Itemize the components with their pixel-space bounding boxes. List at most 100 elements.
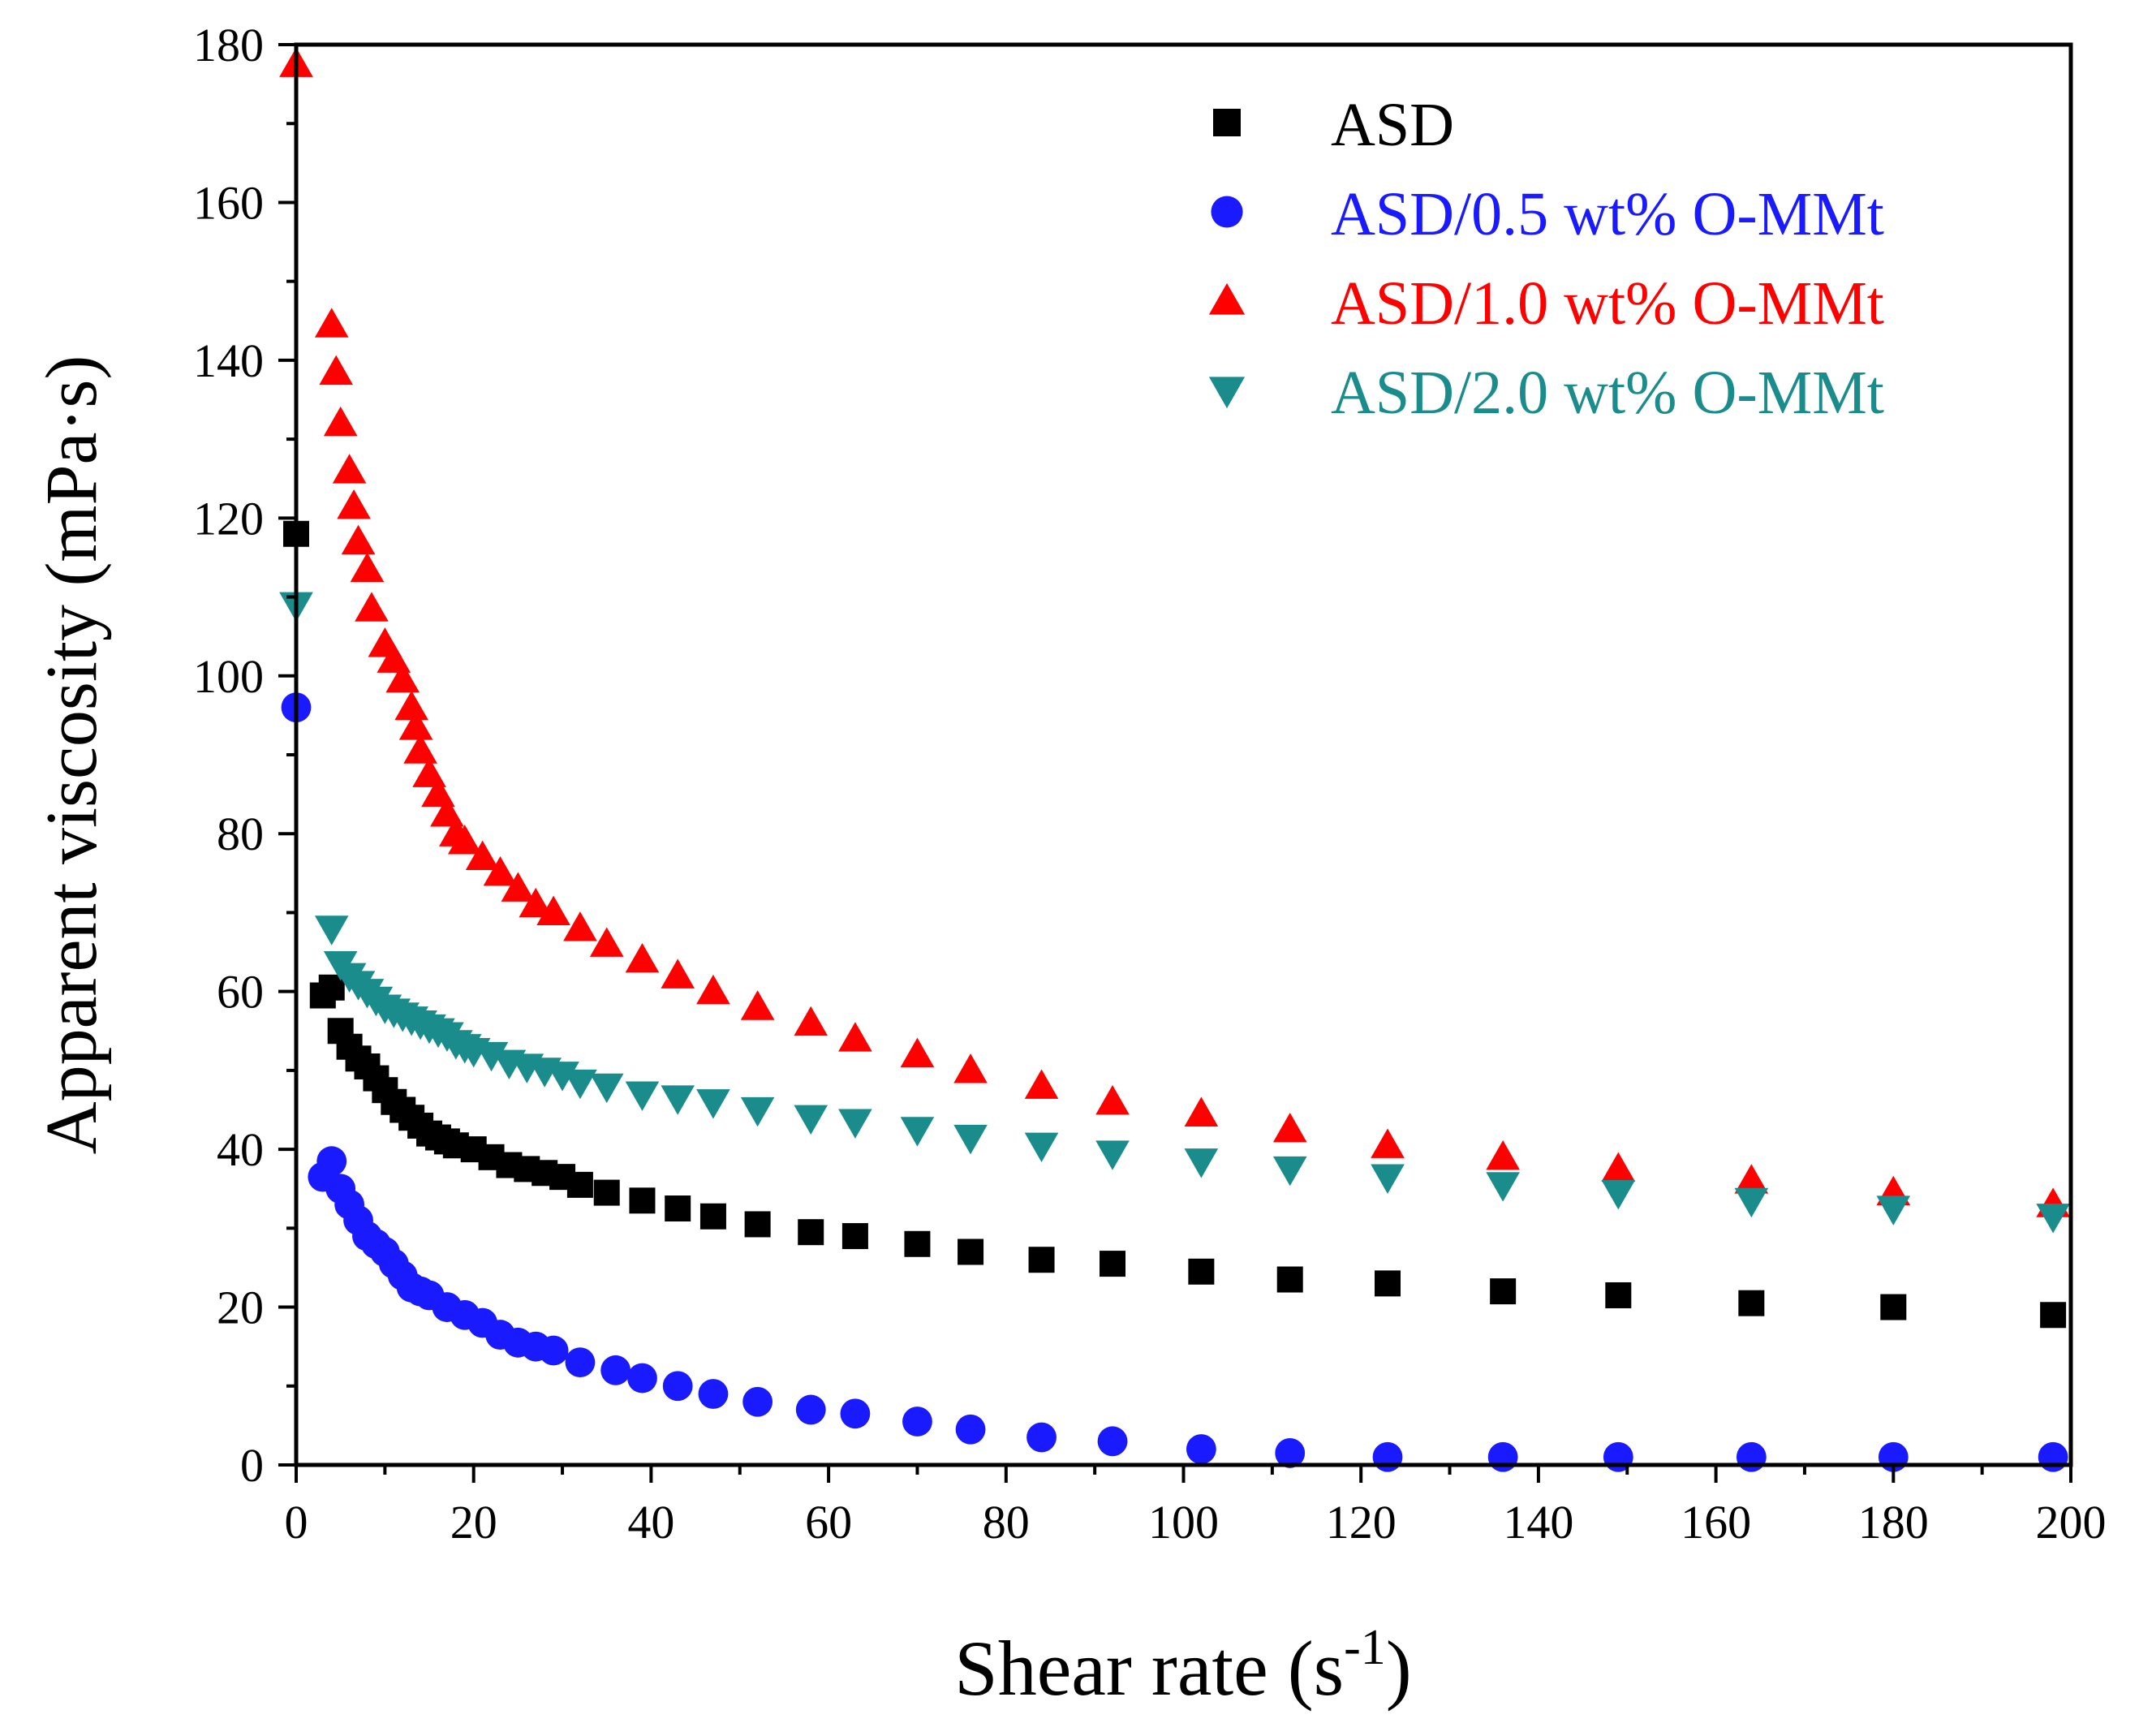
legend-item: ASD/2.0 wt% O-MMt — [1208, 359, 1884, 427]
data-point — [1186, 1434, 1216, 1464]
data-point — [958, 1238, 984, 1265]
data-point — [900, 1037, 935, 1068]
data-point — [1734, 1164, 1769, 1194]
data-point — [1272, 1113, 1307, 1143]
data-point — [1605, 1282, 1632, 1308]
data-point — [1876, 1195, 1911, 1226]
x-tick-label: 60 — [805, 1496, 852, 1549]
data-point — [904, 1230, 931, 1257]
y-tick-label: 160 — [193, 176, 264, 229]
y-tick-label: 20 — [217, 1282, 264, 1334]
data-point — [1184, 1148, 1219, 1178]
x-tick-label: 40 — [627, 1496, 674, 1549]
legend-item: ASD/0.5 wt% O-MMt — [1211, 180, 1884, 248]
data-point — [1880, 1294, 1907, 1320]
data-point — [545, 1062, 579, 1092]
data-point — [465, 840, 500, 870]
data-point — [403, 734, 437, 764]
y-tick-label: 80 — [217, 808, 264, 860]
data-point — [563, 911, 597, 941]
data-point — [2040, 1302, 2067, 1329]
y-tick-label: 180 — [193, 19, 264, 71]
data-point — [955, 1414, 986, 1445]
x-tick-label: 140 — [1503, 1496, 1573, 1549]
data-point — [744, 1211, 771, 1238]
data-point — [1275, 1438, 1306, 1468]
data-point — [665, 1195, 691, 1222]
data-point — [840, 1398, 871, 1429]
data-point — [798, 1219, 824, 1246]
data-point — [1736, 1441, 1767, 1472]
series-2 — [281, 692, 2068, 1472]
data-point — [699, 1203, 726, 1230]
legend-marker — [1213, 109, 1241, 136]
data-point — [566, 1171, 593, 1198]
data-point — [661, 958, 695, 989]
y-tick-label: 140 — [193, 334, 264, 387]
plot-frame — [294, 42, 2073, 1467]
data-point — [589, 1073, 624, 1104]
data-point — [841, 1223, 868, 1250]
data-point — [1486, 1172, 1520, 1202]
x-axis-title-superscript: -1 — [1344, 1620, 1386, 1675]
data-point — [350, 552, 385, 583]
y-tick-label: 100 — [193, 650, 264, 703]
data-point — [519, 887, 553, 918]
x-tick-label: 100 — [1148, 1496, 1219, 1549]
data-point — [536, 895, 570, 926]
data-point — [953, 1124, 988, 1155]
data-point — [838, 1022, 872, 1052]
data-point — [385, 662, 420, 693]
x-tick-label: 80 — [983, 1496, 1030, 1549]
data-point — [625, 942, 660, 973]
data-point — [1487, 1441, 1518, 1472]
data-point — [740, 990, 775, 1020]
data-point — [1272, 1156, 1307, 1187]
data-point — [1024, 1069, 1059, 1099]
data-point — [1028, 1247, 1055, 1273]
data-point — [1097, 1426, 1128, 1457]
plot-area: 0 20 40 60 80 100 120 140 160 180 200 0 20 40 60 80 100 1… — [193, 19, 2107, 1549]
data-point — [742, 1386, 773, 1417]
data-point — [563, 1069, 597, 1100]
data-point — [1276, 1266, 1303, 1293]
data-point — [838, 1109, 872, 1139]
legend-label: ASD — [1331, 91, 1454, 159]
data-point — [1601, 1179, 1636, 1210]
data-point — [600, 1355, 631, 1385]
data-point — [1734, 1187, 1769, 1218]
data-point — [538, 1335, 569, 1366]
legend-marker — [1211, 196, 1243, 228]
data-point — [902, 1406, 932, 1437]
legend-marker — [1208, 282, 1246, 315]
data-point — [1095, 1084, 1130, 1115]
axis-ticks: 0 20 40 60 80 100 120 140 160 180 200 0 20 40 60 80 100 1… — [193, 19, 2107, 1549]
data-point — [662, 1371, 693, 1402]
data-point — [1601, 1152, 1636, 1182]
y-tick-label: 120 — [193, 492, 264, 545]
data-point — [447, 825, 482, 855]
data-point — [625, 1081, 660, 1111]
data-point — [319, 355, 354, 386]
data-point — [1371, 1164, 1405, 1194]
data-point — [337, 489, 371, 519]
data-point — [316, 1146, 347, 1177]
data-point — [483, 856, 518, 886]
data-point — [1026, 1422, 1057, 1453]
data-point — [323, 406, 358, 437]
x-tick-label: 200 — [2036, 1496, 2107, 1549]
data-point — [589, 927, 624, 957]
legend-label: ASD/0.5 wt% O-MMt — [1331, 180, 1884, 248]
series-1 — [283, 520, 2067, 1329]
data-point — [795, 1394, 826, 1425]
legend: ASD ASD/0.5 wt% O-MMt ASD/1.0 wt% O-MMt ASD… — [1208, 91, 1884, 427]
x-axis-title: Shear rate (s-1) — [954, 1620, 1411, 1712]
data-point — [1375, 1270, 1401, 1297]
data-point — [740, 1096, 775, 1127]
data-point — [1095, 1140, 1130, 1170]
data-point — [332, 454, 367, 484]
data-point — [398, 710, 433, 740]
y-tick-label: 40 — [217, 1123, 264, 1176]
data-point — [627, 1363, 657, 1394]
